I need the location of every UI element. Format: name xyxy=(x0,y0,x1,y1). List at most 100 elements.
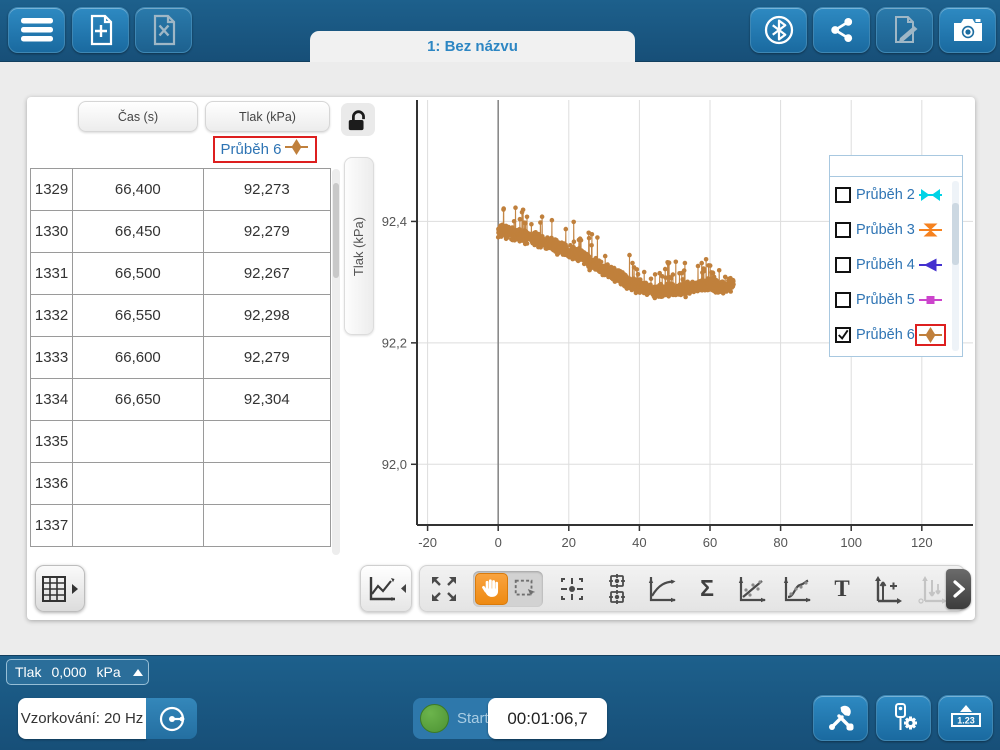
checkbox-unchecked[interactable] xyxy=(835,221,851,238)
checkbox-unchecked[interactable] xyxy=(835,186,851,203)
table-cell[interactable]: 66,650 xyxy=(72,378,204,421)
scatter-series xyxy=(495,205,736,301)
sampling-control[interactable]: Vzorkování: 20 Hz xyxy=(18,698,197,739)
table-cell[interactable]: 66,450 xyxy=(72,210,204,253)
table-cell[interactable] xyxy=(202,504,331,547)
column-button-time[interactable]: Čas (s) xyxy=(78,101,198,132)
start-label: Start xyxy=(457,710,489,727)
multi-examine-button[interactable] xyxy=(601,572,633,606)
legend-item-prubeh-3[interactable]: Průběh 3 xyxy=(830,212,962,247)
table-row[interactable]: 1330 66,450 92,279 xyxy=(30,210,331,253)
autoscale-button[interactable] xyxy=(428,572,460,606)
table-view-button[interactable] xyxy=(35,565,85,612)
table-row[interactable]: 1331 66,500 92,267 xyxy=(30,252,331,295)
legend-item-prubeh-6[interactable]: Průběh 6 xyxy=(830,317,962,352)
document-pencil-icon xyxy=(894,16,917,43)
sigma-icon: Σ xyxy=(700,575,714,601)
tab-label: 1: Bez názvu xyxy=(427,38,518,55)
table-cell[interactable]: 66,550 xyxy=(72,294,204,337)
legend-scrollbar[interactable] xyxy=(952,181,959,351)
table-scrollbar[interactable] xyxy=(332,169,340,555)
svg-text:1.23: 1.23 xyxy=(957,716,975,726)
column-label-time: Čas (s) xyxy=(117,109,159,124)
table-cell[interactable]: 66,400 xyxy=(72,168,204,211)
meter-view-button[interactable]: 1.23 xyxy=(938,695,993,741)
table-row[interactable]: 1333 66,600 92,279 xyxy=(30,336,331,379)
table-row[interactable]: 1337 xyxy=(30,504,331,547)
checkbox-unchecked[interactable] xyxy=(835,291,851,308)
table-cell[interactable]: 66,500 xyxy=(72,252,204,295)
y-axis-label-button[interactable]: Tlak (kPa) xyxy=(344,157,374,335)
column-button-pressure[interactable]: Tlak (kPa) xyxy=(205,101,330,132)
table-cell[interactable]: 92,304 xyxy=(202,378,331,421)
row-number-cell[interactable]: 1329 xyxy=(30,168,74,211)
x-tick-label: 100 xyxy=(840,535,862,550)
tangent-button[interactable] xyxy=(646,572,678,606)
x-tick-label: 0 xyxy=(495,535,502,550)
run-label-highlight[interactable]: Průběh 6 xyxy=(213,136,317,163)
export-file-icon xyxy=(153,14,175,46)
legend-item-prubeh-4[interactable]: Průběh 4 xyxy=(830,247,962,282)
row-number-cell[interactable]: 1337 xyxy=(30,504,74,547)
chevron-right-icon xyxy=(952,580,965,598)
share-button[interactable] xyxy=(813,7,870,53)
legend-item-prubeh-2[interactable]: Průběh 2 xyxy=(830,177,962,212)
table-cell[interactable] xyxy=(72,462,204,505)
add-graph-button[interactable] xyxy=(871,572,903,606)
table-row[interactable]: 1329 66,400 92,273 xyxy=(30,168,331,211)
table-cell[interactable] xyxy=(202,420,331,463)
pan-tool-button[interactable] xyxy=(475,572,508,605)
menu-button[interactable] xyxy=(8,7,65,53)
table-cell[interactable] xyxy=(72,420,204,463)
row-number-cell[interactable]: 1331 xyxy=(30,252,74,295)
row-number-cell[interactable]: 1336 xyxy=(30,462,74,505)
bowtie-vertical-marker-icon xyxy=(918,223,942,236)
legend-run-label: Průběh 2 xyxy=(856,186,915,203)
screenshot-button[interactable] xyxy=(939,7,996,53)
sensor-settings-button[interactable] xyxy=(876,695,931,741)
table-cell[interactable]: 92,279 xyxy=(202,210,331,253)
table-cell[interactable] xyxy=(202,462,331,505)
tangent-icon xyxy=(648,576,676,602)
table-cell[interactable]: 92,267 xyxy=(202,252,331,295)
row-number-cell[interactable]: 1334 xyxy=(30,378,74,421)
examine-point-button[interactable] xyxy=(556,572,588,606)
checkbox-unchecked[interactable] xyxy=(835,256,851,273)
table-row[interactable]: 1332 66,550 92,298 xyxy=(30,294,331,337)
sensor-readout-button[interactable]: Tlak 0,000 kPa xyxy=(6,659,149,685)
add-text-button[interactable]: T xyxy=(826,572,858,606)
document-tab[interactable]: 1: Bez názvu xyxy=(310,31,635,62)
timer-value: 00:01:06,7 xyxy=(507,708,588,728)
tools-button[interactable] xyxy=(813,695,868,741)
bluetooth-button[interactable] xyxy=(750,7,807,53)
table-cell[interactable]: 92,279 xyxy=(202,336,331,379)
new-page-button[interactable] xyxy=(72,7,129,53)
row-number-cell[interactable]: 1330 xyxy=(30,210,74,253)
table-row[interactable]: 1334 66,650 92,304 xyxy=(30,378,331,421)
y-tick-label: 92,2 xyxy=(382,335,407,350)
table-cell[interactable]: 92,298 xyxy=(202,294,331,337)
table-row[interactable]: 1336 xyxy=(30,462,331,505)
marquee-select-button[interactable] xyxy=(508,573,541,605)
axis-lock-button[interactable] xyxy=(341,103,375,136)
linear-fit-button[interactable] xyxy=(736,572,768,606)
hamburger-icon xyxy=(20,18,53,42)
table-cell[interactable]: 66,600 xyxy=(72,336,204,379)
data-table[interactable]: 1329 66,400 92,273 1330 66,450 92,279 1331 66,5… xyxy=(30,168,331,558)
row-number-cell[interactable]: 1332 xyxy=(30,294,74,337)
row-number-cell[interactable]: 1335 xyxy=(30,420,74,463)
legend-item-prubeh-5[interactable]: Průběh 5 xyxy=(830,282,962,317)
table-cell[interactable]: 92,273 xyxy=(202,168,331,211)
table-cell[interactable] xyxy=(72,504,204,547)
collection-mode-button[interactable] xyxy=(146,698,197,739)
checkbox-checked[interactable] xyxy=(835,326,851,343)
square-marker-icon xyxy=(918,295,942,304)
y-tick-label: 92,4 xyxy=(382,214,407,229)
graph-tools-button[interactable] xyxy=(360,565,412,612)
toolbar-expand-button[interactable] xyxy=(946,569,971,609)
table-row[interactable]: 1335 xyxy=(30,420,331,463)
statistics-button[interactable]: Σ xyxy=(691,572,723,606)
row-number-cell[interactable]: 1333 xyxy=(30,336,74,379)
graph-options-button-disabled xyxy=(916,572,948,606)
curve-fit-button[interactable] xyxy=(781,572,813,606)
